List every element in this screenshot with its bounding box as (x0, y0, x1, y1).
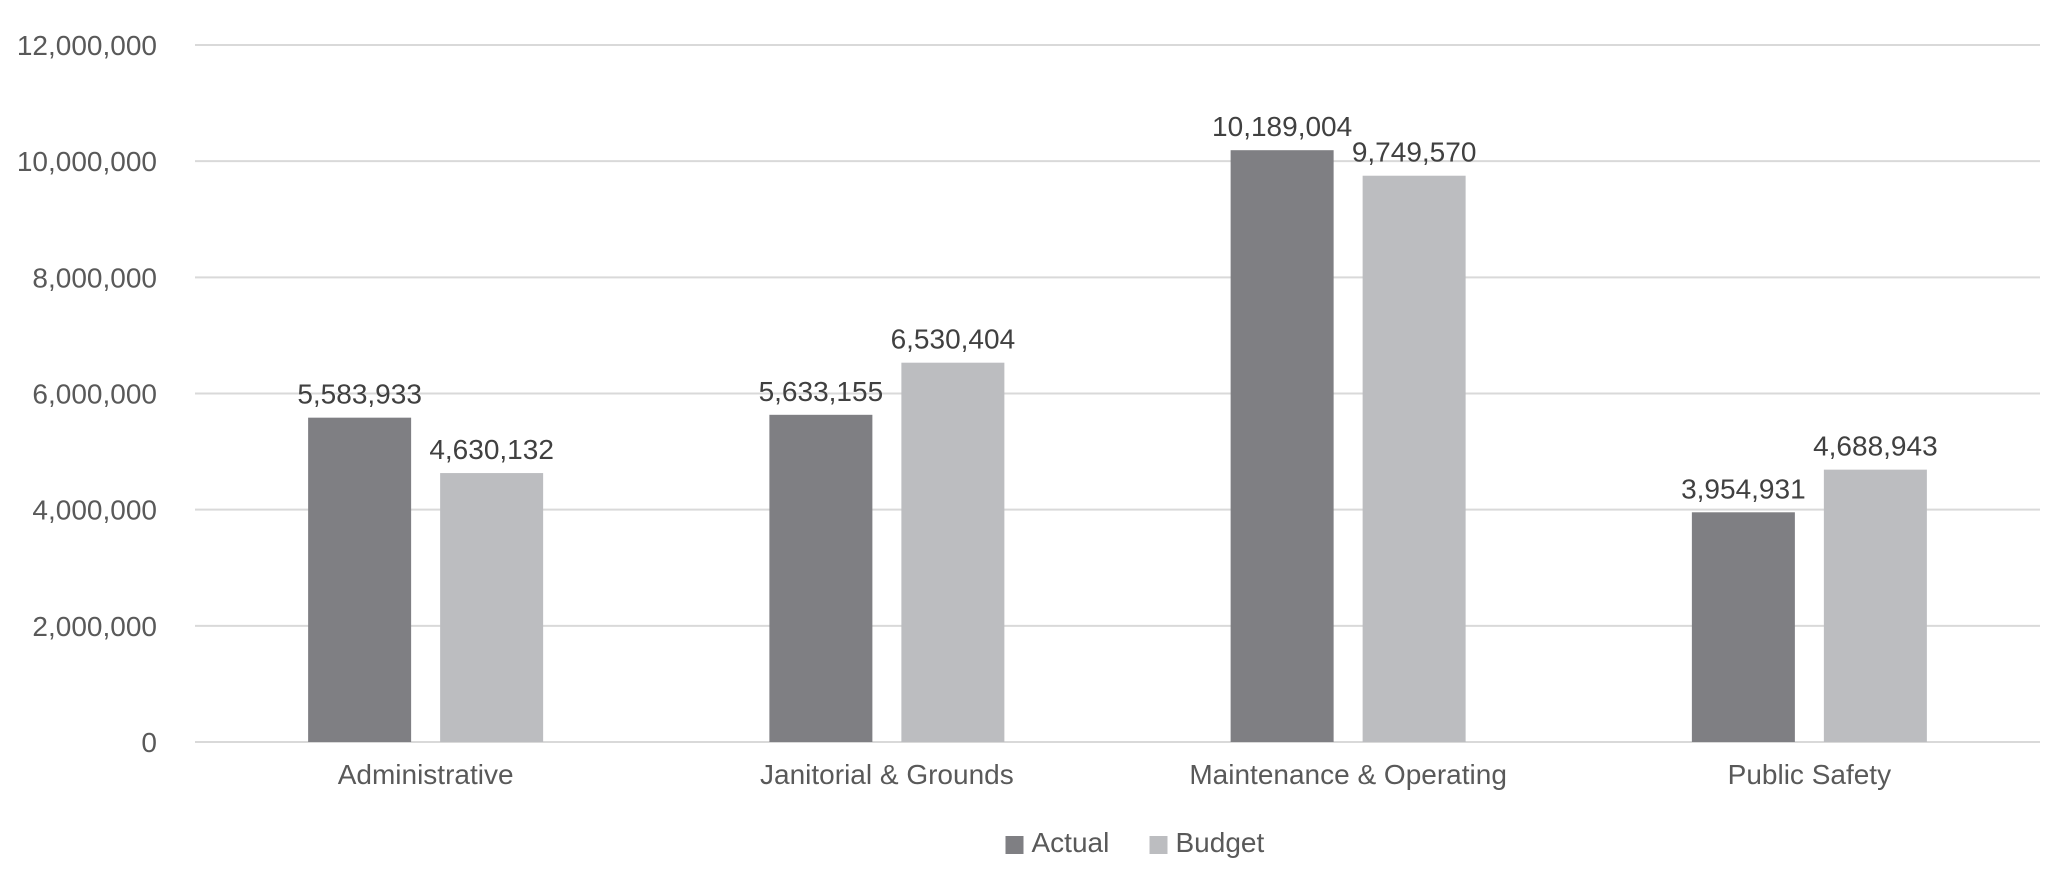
data-label-budget-2: 9,749,570 (1352, 137, 1477, 168)
bar-actual-2 (1230, 150, 1334, 742)
category-label: Janitorial & Grounds (760, 759, 1014, 790)
bar-budget-3 (1823, 469, 1927, 742)
data-label-budget-0: 4,630,132 (429, 434, 554, 465)
y-tick-label: 0 (141, 727, 157, 758)
data-label-actual-2: 10,189,004 (1212, 111, 1352, 142)
y-tick-label: 4,000,000 (32, 495, 157, 526)
y-tick-label: 8,000,000 (32, 262, 157, 293)
legend-label-budget: Budget (1176, 827, 1265, 858)
category-label: Maintenance & Operating (1189, 759, 1507, 790)
data-label-actual-3: 3,954,931 (1681, 473, 1806, 504)
data-label-budget-3: 4,688,943 (1813, 431, 1938, 462)
legend: Actual Budget (1005, 827, 1265, 858)
bar-actual-3 (1691, 512, 1795, 742)
y-tick-label: 12,000,000 (17, 30, 157, 61)
x-axis-category-labels: Administrative Janitorial & Grounds Mainte… (338, 759, 1891, 790)
data-label-actual-0: 5,583,933 (297, 379, 422, 410)
bar-actual-1 (769, 414, 873, 742)
bar-budget-1 (901, 362, 1005, 742)
legend-swatch-budget (1149, 836, 1168, 854)
data-label-budget-1: 6,530,404 (891, 324, 1016, 355)
bars (308, 150, 1927, 743)
y-tick-label: 2,000,000 (32, 611, 157, 642)
legend-swatch-actual (1005, 836, 1024, 854)
y-tick-label: 10,000,000 (17, 146, 157, 177)
category-label: Public Safety (1728, 759, 1891, 790)
bar-actual-0 (308, 417, 412, 742)
bar-budget-0 (440, 473, 544, 742)
legend-label-actual: Actual (1032, 827, 1110, 858)
y-tick-label: 6,000,000 (32, 379, 157, 410)
data-label-actual-1: 5,633,155 (759, 376, 884, 407)
category-label: Administrative (338, 759, 514, 790)
bar-budget-2 (1362, 175, 1466, 743)
y-axis-tick-labels: 0 2,000,000 4,000,000 6,000,000 8,000,000 10,… (17, 30, 157, 758)
